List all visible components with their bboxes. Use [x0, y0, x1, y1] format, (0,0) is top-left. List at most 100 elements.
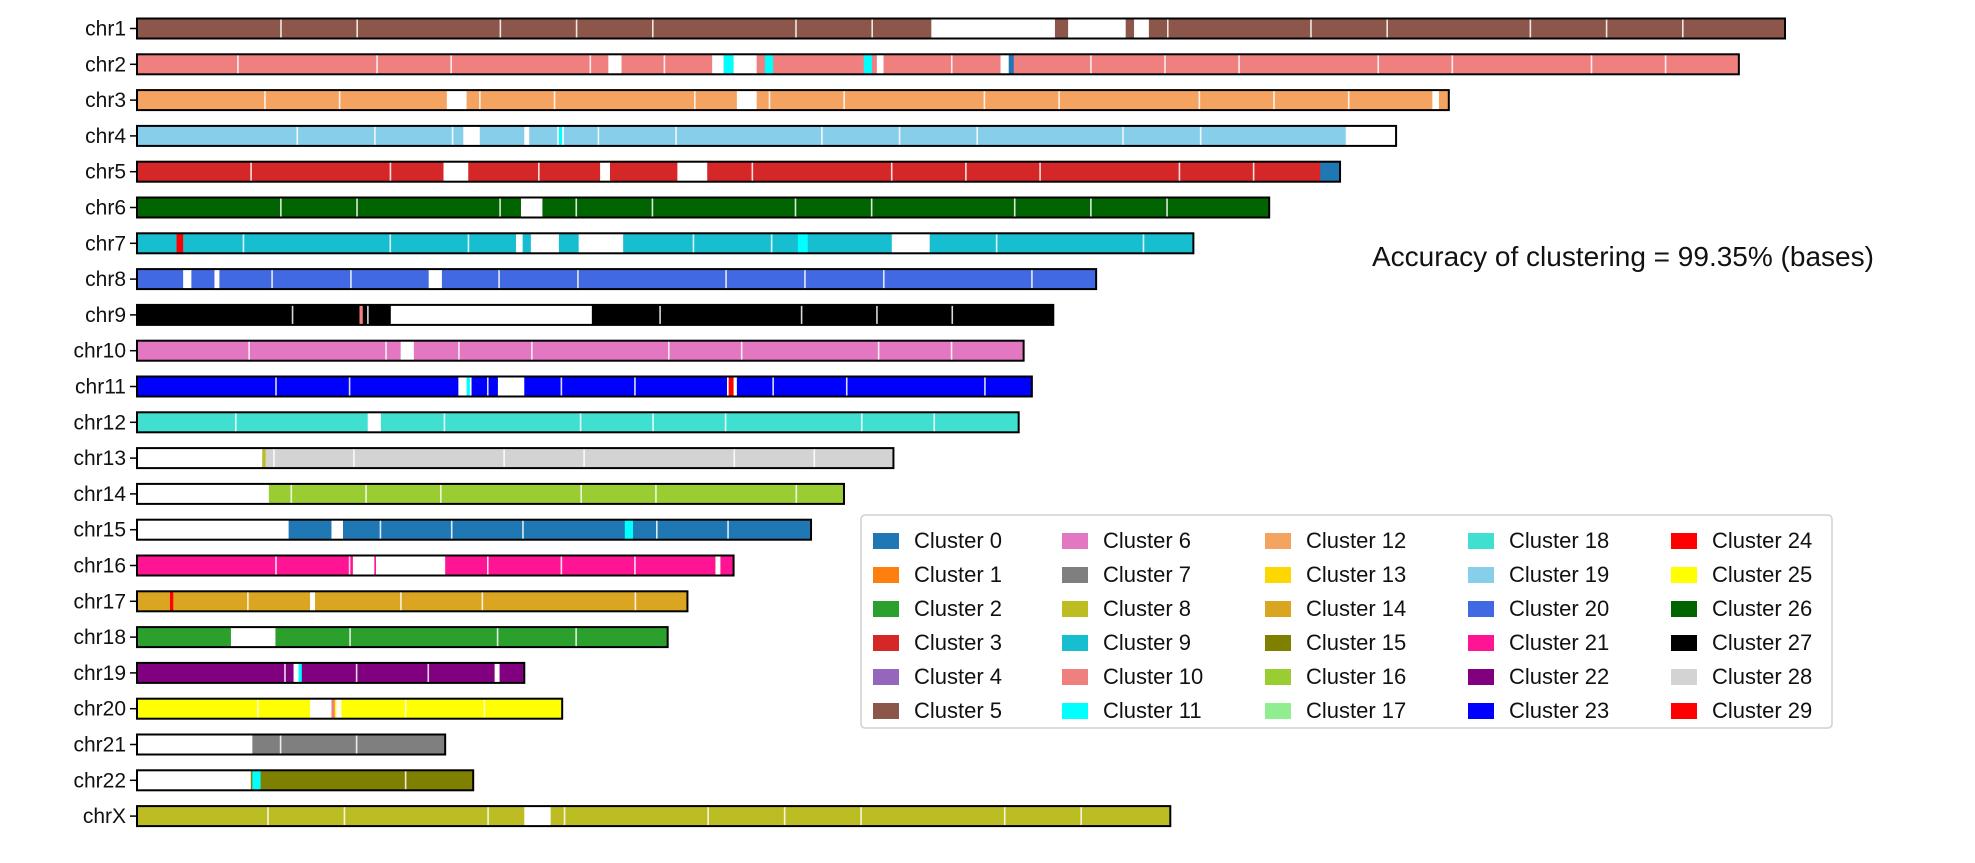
bar-gap-segment: [331, 519, 343, 540]
bar-stripe: [667, 340, 670, 361]
bar-stripe: [458, 340, 460, 361]
legend-entry: Cluster 27: [1671, 630, 1812, 655]
bar-stripe: [1013, 197, 1016, 218]
y-tick-label: chrX: [83, 805, 126, 828]
chromosome-chr10: chr10: [73, 339, 1025, 363]
chromosome-chr3: chr3: [85, 89, 1450, 112]
bar-stripe: [1080, 806, 1082, 827]
bar-gap-segment: [712, 54, 724, 75]
bar-stripe: [656, 519, 658, 540]
bar-gap-segment: [367, 412, 381, 433]
legend-entry: Cluster 2: [873, 596, 1002, 621]
chromosome-chr11: chr11: [75, 375, 1033, 399]
bar-gap-segment: [530, 233, 559, 254]
bar-cluster-segment: [262, 448, 266, 469]
legend-label: Cluster 6: [1103, 528, 1191, 553]
bar-stripe: [367, 304, 369, 325]
cluster-legend: Cluster 0 Cluster 1 Cluster 2 Cluster 3 Clus…: [860, 514, 1833, 729]
legend-label: Cluster 25: [1712, 562, 1812, 587]
bar-stripe: [675, 125, 677, 146]
bar-stripe: [267, 806, 269, 827]
legend-swatch: [1468, 635, 1494, 651]
accuracy-annotation: Accuracy of clustering = 99.35% (bases): [1372, 241, 1874, 272]
bar-stripe: [651, 197, 654, 218]
bar-stripe: [563, 806, 566, 827]
y-tick-label: chr6: [85, 197, 126, 220]
chromosome-chr17: chr17: [73, 590, 689, 613]
y-tick-label: chr1: [85, 18, 126, 41]
legend-label: Cluster 21: [1509, 630, 1609, 655]
legend-label: Cluster 1: [914, 562, 1002, 587]
chromosome-chr14: chr14: [73, 482, 845, 506]
bar-stripe: [845, 376, 848, 397]
bar-stripe: [404, 770, 407, 791]
bar-stripe: [1198, 90, 1201, 111]
bar-stripe: [291, 304, 294, 325]
bar-outline: [136, 447, 895, 470]
y-tick-label: chr9: [85, 304, 126, 327]
legend-label: Cluster 28: [1712, 664, 1812, 689]
bar-stripe: [280, 18, 282, 39]
bar-stripe: [1166, 197, 1168, 218]
bar-outline: [136, 375, 1033, 398]
legend-swatch: [873, 533, 899, 549]
bar-stripe: [374, 125, 376, 146]
legend-entry: Cluster 1: [873, 562, 1002, 587]
bar-stripe: [1031, 269, 1033, 290]
bar-cluster-segment: [359, 304, 363, 325]
bar-cluster-segment: [1125, 18, 1135, 39]
bar-stripe: [443, 412, 446, 433]
legend-swatch: [1671, 669, 1697, 685]
bar-main-segment: [137, 412, 1019, 433]
bar-gap-segment: [524, 806, 551, 827]
bar-stripe: [1142, 233, 1145, 254]
legend-entry: Cluster 16: [1265, 664, 1406, 689]
bar-gap-segment: [736, 90, 757, 111]
legend-frame: [860, 514, 1833, 729]
bar-stripe: [951, 304, 954, 325]
y-tick-label: chr14: [73, 483, 126, 506]
bar-stripe: [575, 18, 578, 39]
bar-gap-segment: [443, 161, 469, 182]
legend-entry: Cluster 17: [1265, 698, 1406, 723]
bar-stripe: [1682, 18, 1684, 39]
bar-outline: [136, 518, 813, 541]
bar-stripe: [271, 269, 273, 290]
legend-label: Cluster 12: [1306, 528, 1406, 553]
bar-stripe: [481, 591, 484, 612]
bar-stripe: [652, 412, 654, 433]
bar-stripe: [389, 161, 392, 182]
chromosome-chr7: chr7: [85, 232, 1195, 255]
chromosome-chr6: chr6: [85, 196, 1271, 220]
legend-label: Cluster 9: [1103, 630, 1191, 655]
bar-stripe: [338, 90, 341, 111]
legend-swatch: [1265, 635, 1291, 651]
bar-stripe: [655, 483, 657, 504]
legend-entry: Cluster 29: [1671, 698, 1812, 723]
legend-entry: Cluster 9: [1062, 630, 1191, 655]
legend-label: Cluster 7: [1103, 562, 1191, 587]
bar-gap-segment: [293, 662, 301, 683]
bar-outline: [136, 769, 475, 792]
bar-cluster-segment: [624, 519, 634, 540]
bar-gap-segment: [516, 233, 523, 254]
bar-gap-segment: [524, 125, 530, 146]
legend-entry: Cluster 6: [1062, 528, 1191, 553]
bar-stripe: [1178, 161, 1181, 182]
chromosome-chr19: chr19: [73, 661, 526, 685]
bar-main-segment: [137, 304, 1054, 325]
legend-swatch: [1062, 703, 1088, 719]
bar-main-segment: [137, 591, 688, 612]
legend-swatch: [873, 601, 899, 617]
legend-swatch: [1468, 533, 1494, 549]
bar-stripe: [483, 698, 486, 719]
bar-stripe: [280, 197, 282, 218]
bar-stripe: [575, 197, 578, 218]
y-tick-label: chr10: [73, 340, 126, 363]
bar-stripe: [1386, 18, 1388, 39]
legend-entry: Cluster 24: [1671, 528, 1812, 553]
bar-main-segment: [137, 806, 1171, 827]
bar-stripe: [1122, 125, 1124, 146]
bar-stripe: [950, 54, 953, 75]
bar-stripe: [813, 448, 816, 469]
